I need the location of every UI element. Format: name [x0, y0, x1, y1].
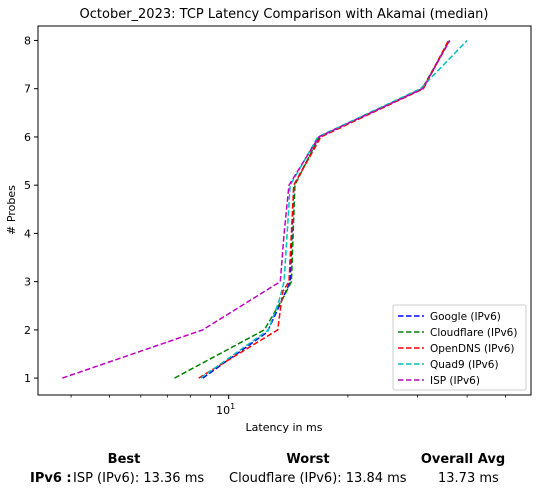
summary-worst-header: Worst — [286, 452, 330, 467]
series-line-4 — [62, 40, 451, 379]
legend-label: ISP (IPv6) — [430, 375, 480, 387]
y-tick-label: 5 — [24, 179, 31, 192]
series-layer — [62, 39, 468, 379]
legend-label: OpenDNS (IPv6) — [430, 343, 515, 355]
legend: Google (IPv6) Cloudflare (IPv6) OpenDNS (I… — [392, 304, 527, 391]
x-tick-label: 101 — [216, 402, 235, 417]
summary-best-value: ISP (IPv6): 13.36 ms — [73, 471, 205, 486]
y-axis-label: # Probes — [5, 185, 18, 235]
legend-label: Cloudflare (IPv6) — [430, 327, 517, 339]
y-tick-label: 4 — [24, 227, 31, 240]
y-tick-label: 2 — [24, 324, 31, 337]
plot-frame — [37, 25, 532, 396]
legend-label: Google (IPv6) — [430, 311, 501, 323]
summary-avg-header: Overall Avg — [420, 452, 506, 467]
legend-items: Google (IPv6) Cloudflare (IPv6) OpenDNS (I… — [398, 311, 517, 387]
legend-label: Quad9 (IPv6) — [430, 359, 499, 371]
summary-best-header: Best — [107, 452, 141, 467]
y-tick-label: 7 — [24, 83, 31, 96]
y-tick-label: 3 — [24, 276, 31, 289]
y-tick-label: 1 — [24, 372, 31, 385]
chart-title: October_2023: TCP Latency Comparison wit… — [80, 7, 489, 22]
tick-layer: 1 2 3 4 5 6 7 8 101 — [24, 34, 506, 417]
x-axis-label: Latency in ms — [246, 421, 323, 434]
series-line-3 — [200, 39, 468, 379]
y-tick-label: 8 — [24, 34, 31, 47]
summary-row-label: IPv6 : — [30, 471, 72, 486]
legend-box — [392, 304, 527, 391]
summary-avg-value: 13.73 ms — [438, 471, 499, 486]
summary-worst-value: Cloudflare (IPv6): 13.84 ms — [229, 471, 407, 486]
y-tick-label: 6 — [24, 131, 31, 144]
